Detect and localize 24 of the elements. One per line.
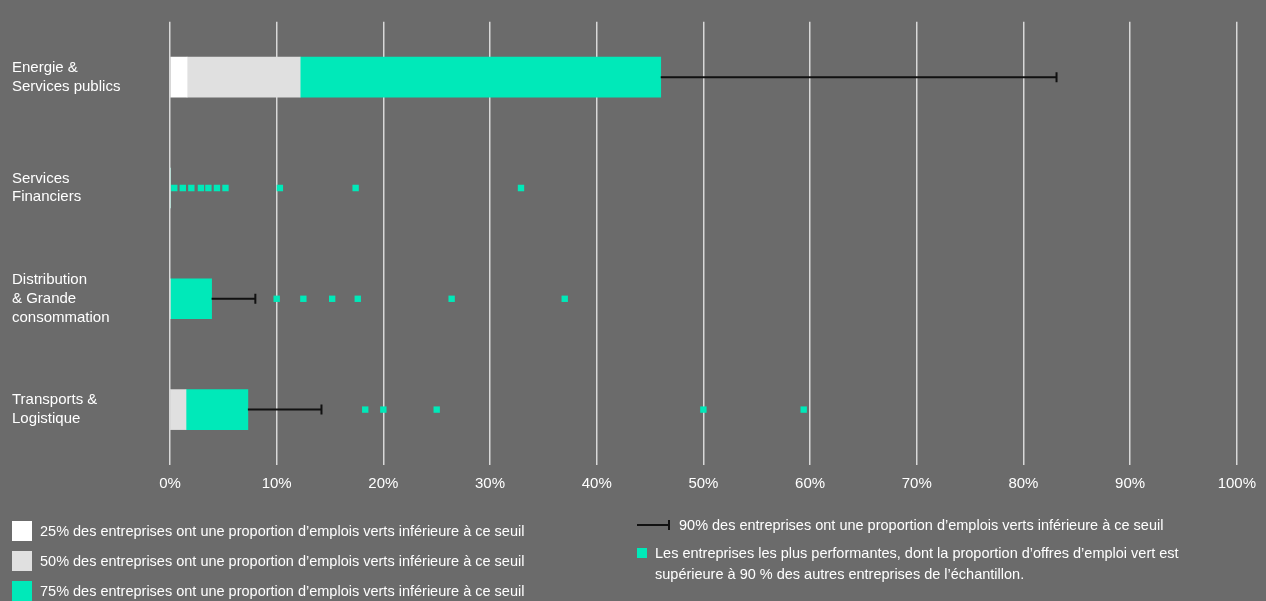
bar (170, 278, 212, 320)
x-tick-label: 60% (795, 474, 826, 492)
x-tick-label: 20% (368, 474, 399, 492)
bar (170, 56, 188, 98)
bar (185, 389, 249, 430)
x-tick-label: 90% (1115, 474, 1146, 492)
x-tick-label: 30% (475, 474, 506, 492)
x-tick-label: 50% (688, 474, 719, 492)
legend-label: 75% des entreprises ont une proportion d’emplois verts inférieure à ce seuil (40, 582, 525, 601)
x-tick-label: 10% (261, 474, 292, 492)
y-tick-label: Services Financiers (12, 168, 82, 205)
x-tick-label: 40% (581, 474, 612, 492)
legend-label: 25% des entreprises ont une proportion d’emplois verts inférieure à ce seuil (40, 522, 525, 541)
bar (299, 56, 662, 98)
text: 90% des entreprises ont une proportion d’emplois verts inférieure à ce seuil (679, 516, 1164, 535)
x-tick-label: 100% (1217, 474, 1257, 492)
x-tick-label: 80% (1008, 474, 1039, 492)
y-tick-label: Transports & Logistique (12, 390, 98, 427)
x-tick-label: 0% (159, 474, 181, 492)
x-tick-label: 70% (901, 474, 932, 492)
y-tick-label: Energie & Services publics (12, 57, 121, 94)
y-tick-label: Distribution & Grande consommation (12, 270, 110, 325)
legend-label: Les entreprises les plus performantes, dont la proportion d’offres d’emploi vert est supérieure à 90 % des autres entreprises de l’échantillon. (655, 544, 1180, 584)
legend-label: 50% des entreprises ont une proportion d’emplois verts inférieure à ce seuil (40, 552, 525, 571)
